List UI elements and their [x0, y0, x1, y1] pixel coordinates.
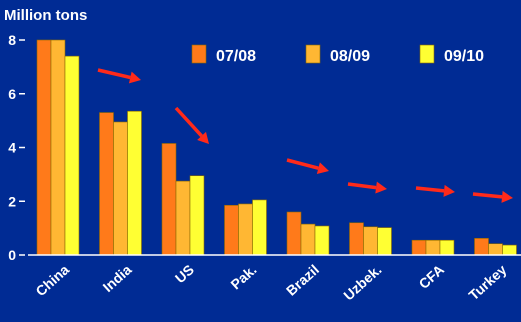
trend-arrow — [97, 68, 141, 84]
bar — [363, 226, 378, 256]
bar — [64, 55, 80, 256]
x-tick-label: Uzbek. — [340, 261, 384, 303]
x-tick-label: India — [100, 261, 135, 295]
y-axis-ticks: 0 2 4 6 8 — [8, 32, 25, 263]
bar — [113, 121, 128, 256]
bar — [502, 244, 517, 256]
bar — [349, 222, 364, 256]
x-tick-label: US — [172, 261, 197, 286]
bar — [314, 225, 330, 256]
x-tick-label: CFA — [415, 261, 447, 292]
trend-arrow — [415, 184, 455, 197]
bar — [425, 239, 441, 256]
legend-label: 08/09 — [330, 48, 370, 65]
bar — [50, 39, 66, 256]
trend-arrow — [174, 106, 209, 144]
bar — [238, 203, 253, 256]
y-tick-label: 4 — [8, 140, 16, 156]
bar — [300, 223, 316, 256]
bar — [175, 180, 191, 256]
y-tick-label: 2 — [8, 193, 16, 209]
legend: 07/08 08/09 09/10 — [191, 44, 484, 65]
x-tick-label: Pak. — [227, 261, 259, 292]
legend-swatch — [419, 44, 435, 64]
bar — [189, 175, 205, 256]
y-tick-label: 0 — [8, 247, 16, 263]
trend-arrow — [472, 190, 513, 203]
bar — [161, 143, 177, 256]
legend-swatch — [305, 44, 321, 64]
trend-arrow — [286, 158, 329, 175]
bar — [224, 204, 239, 256]
bar — [99, 112, 114, 256]
y-axis-unit-label: Million tons — [4, 7, 87, 24]
legend-label: 09/10 — [444, 48, 484, 65]
legend-label: 07/08 — [216, 48, 256, 65]
bar — [439, 239, 455, 256]
bar — [252, 199, 267, 256]
trend-arrow — [347, 181, 387, 194]
legend-swatch — [191, 44, 207, 64]
bar — [286, 211, 302, 256]
y-tick-label: 8 — [8, 32, 16, 48]
x-tick-label: China — [32, 261, 72, 299]
x-tick-label: Brazil — [283, 261, 322, 298]
x-axis-ticks: China India US Pak. Brazil Uzbek. CFA Turkey — [32, 261, 509, 303]
y-tick-label: 6 — [8, 86, 16, 102]
bar — [36, 39, 52, 256]
x-tick-label: Turkey — [465, 261, 509, 303]
bar — [411, 239, 427, 256]
bar — [377, 227, 392, 256]
bar — [488, 243, 503, 256]
bar — [474, 238, 489, 256]
trend-arrows — [97, 68, 513, 203]
bar — [127, 110, 142, 256]
